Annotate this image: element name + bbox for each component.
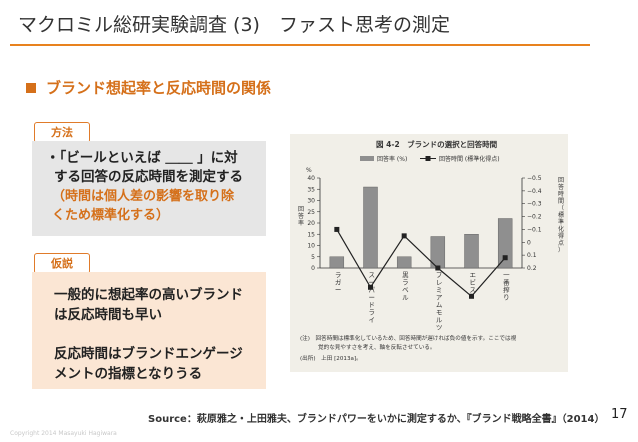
x-tick-label: ラガー <box>335 271 342 294</box>
hypothesis-line-3: 反応時間はブランドエンゲージ <box>54 346 243 362</box>
response-time-line <box>336 229 506 298</box>
right-tick-label: −0.1 <box>527 226 542 233</box>
title-divider <box>10 44 590 46</box>
line-point-4 <box>469 293 474 299</box>
legend-line-label: 回答時間 (標準化得点) <box>439 155 500 163</box>
right-tick-label: −0.5 <box>527 175 542 182</box>
bar-1 <box>363 186 378 269</box>
hypothesis-line-4: メントの指標となりうる <box>54 365 203 382</box>
legend-bar-swatch <box>360 156 374 161</box>
bar-4 <box>464 234 479 269</box>
line-point-2 <box>401 233 407 239</box>
right-tick-label: 0 <box>527 239 531 246</box>
bar-2 <box>396 256 412 269</box>
method-note-line-1: （時間は個人差の影響を取り除 <box>52 189 235 204</box>
left-axis-unit: % <box>306 167 312 174</box>
method-line-1: ・「ビールといえば ＿＿ 」に対 <box>46 150 238 166</box>
method-note-line-2: くため標準化する） <box>52 208 170 223</box>
legend-bar-label: 回答率 (%) <box>377 155 407 163</box>
right-tick-label: −0.4 <box>527 188 542 195</box>
hypothesis-line-1: 一般的に想起率の高いブランド <box>54 287 243 303</box>
method-line-2: する回答の反応時間を測定する <box>54 169 243 185</box>
left-tick-label: 35 <box>307 186 315 193</box>
left-axis-label: 回答率 <box>298 206 304 227</box>
x-tick-label: エビス <box>470 271 477 294</box>
hypothesis-panel: 一般的に想起率の高いブランド は反応時間も早い 反応時間はブランドエンゲージ メ… <box>32 272 266 389</box>
copyright-notice: Copyright 2014 Masayuki Hagiwara <box>10 430 117 437</box>
chart-title: 図 4-2 ブランドの選択と回答時間 <box>376 139 498 149</box>
x-tick-label: 一番搾り <box>503 271 510 302</box>
right-axis-label: 回答時間（標準化得点） <box>558 177 564 254</box>
line-point-3 <box>435 265 441 271</box>
hypothesis-tag: 仮説 <box>34 253 90 274</box>
left-tick-label: 20 <box>307 220 315 227</box>
line-point-5 <box>502 255 508 261</box>
method-tag: 方法 <box>34 122 90 143</box>
left-tick-label: 30 <box>307 198 315 205</box>
legend-line-marker <box>425 156 431 161</box>
bar-0 <box>329 256 345 269</box>
right-tick-label: 0.1 <box>527 252 537 259</box>
left-tick-label: 5 <box>311 254 315 261</box>
chart-source-note: (出所) 上田 [2013a]。 <box>300 354 362 362</box>
source-citation: Source：萩原雅之・上田雅夫、ブランドパワーをいかに測定するか、『ブランド戦… <box>148 414 605 425</box>
x-tick-label: スーパードライ <box>369 271 376 324</box>
x-tick-label: 黒ラベル <box>402 271 409 302</box>
left-tick-label: 25 <box>307 209 315 216</box>
section-heading-text: ブランド想起率と反応時間の関係 <box>46 79 272 97</box>
line-point-0 <box>334 226 340 232</box>
x-tick-label: プレミアムモルツ <box>436 271 443 332</box>
right-tick-label: −0.3 <box>527 201 542 208</box>
left-tick-label: 40 <box>307 175 315 182</box>
chart-note-1: (注) 回答時間は標準化しているため、回答時間が遅ければ負の値を示す。ここでは視 <box>300 334 517 342</box>
page-title: マクロミル総研実験調査 (3) ファスト思考の測定 <box>18 14 450 36</box>
chart-note-2: 覚的な見やすさを考え、軸を反転させている。 <box>318 343 435 351</box>
bar-5 <box>497 218 513 269</box>
square-bullet-icon <box>26 82 36 93</box>
line-point-1 <box>368 284 373 290</box>
method-panel: ・「ビールといえば ＿＿ 」に対 する回答の反応時間を測定する （時間は個人差の… <box>32 141 266 236</box>
chart-figure: 図 4-2 ブランドの選択と回答時間 回答率 (%) 回答時間 (標準化得点)% 回答… <box>290 134 568 372</box>
left-tick-label: 0 <box>311 265 315 272</box>
section-heading: ブランド想起率と反応時間の関係 <box>26 77 271 98</box>
right-tick-label: −0.2 <box>527 214 542 221</box>
right-tick-label: 0.2 <box>527 265 537 272</box>
hypothesis-line-2: は反応時間も早い <box>54 306 162 323</box>
left-tick-label: 15 <box>307 231 315 238</box>
left-tick-label: 10 <box>307 243 315 250</box>
page-number: 17 <box>611 407 628 422</box>
